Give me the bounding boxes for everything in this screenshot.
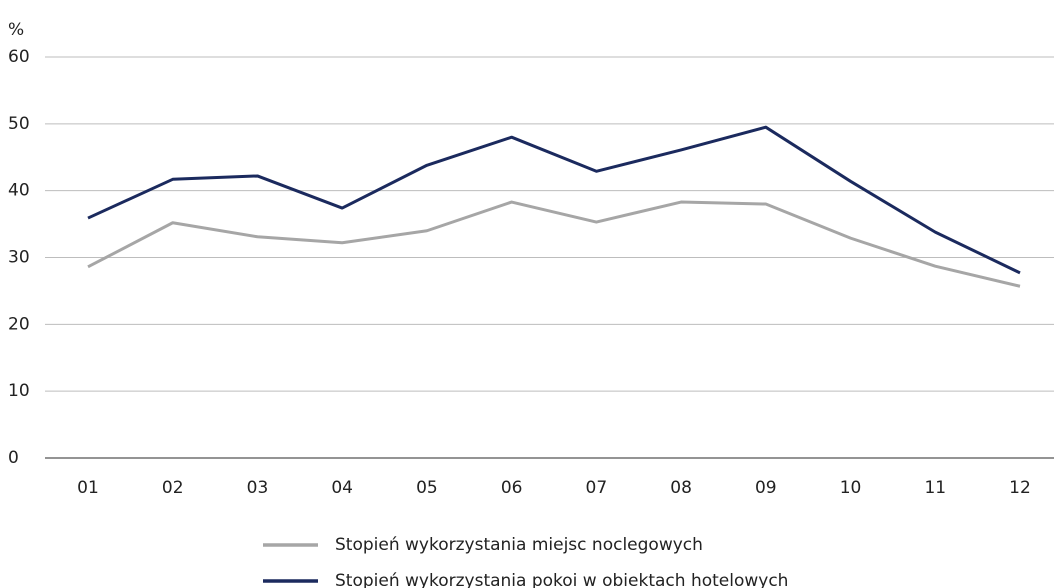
legend-label: Stopień wykorzystania miejsc noclegowych bbox=[335, 535, 703, 555]
x-tick-label: 04 bbox=[331, 478, 353, 498]
x-tick-label: 05 bbox=[416, 478, 438, 498]
x-tick-label: 03 bbox=[247, 478, 269, 498]
y-tick-label: 10 bbox=[8, 381, 30, 401]
x-tick-label: 12 bbox=[1009, 478, 1031, 498]
x-tick-label: 07 bbox=[586, 478, 608, 498]
y-tick-label: 20 bbox=[8, 314, 30, 334]
y-tick-label: 40 bbox=[8, 181, 30, 201]
y-tick-label: 50 bbox=[8, 114, 30, 134]
series-line bbox=[87, 200, 1021, 288]
y-tick-label: 30 bbox=[8, 248, 30, 268]
x-tick-label: 01 bbox=[77, 478, 99, 498]
legend-label: Stopień wykorzystania pokoi w obiektach … bbox=[335, 571, 788, 588]
series-line bbox=[87, 125, 1021, 275]
x-tick-label: 08 bbox=[670, 478, 692, 498]
x-tick-label: 11 bbox=[924, 478, 946, 498]
x-tick-label: 02 bbox=[162, 478, 184, 498]
y-tick-label: 0 bbox=[8, 448, 19, 468]
x-tick-label: 10 bbox=[840, 478, 862, 498]
x-tick-label: 06 bbox=[501, 478, 523, 498]
x-tick-label: 09 bbox=[755, 478, 777, 498]
y-tick-label: 60 bbox=[8, 47, 30, 67]
y-axis-label: % bbox=[8, 20, 24, 40]
